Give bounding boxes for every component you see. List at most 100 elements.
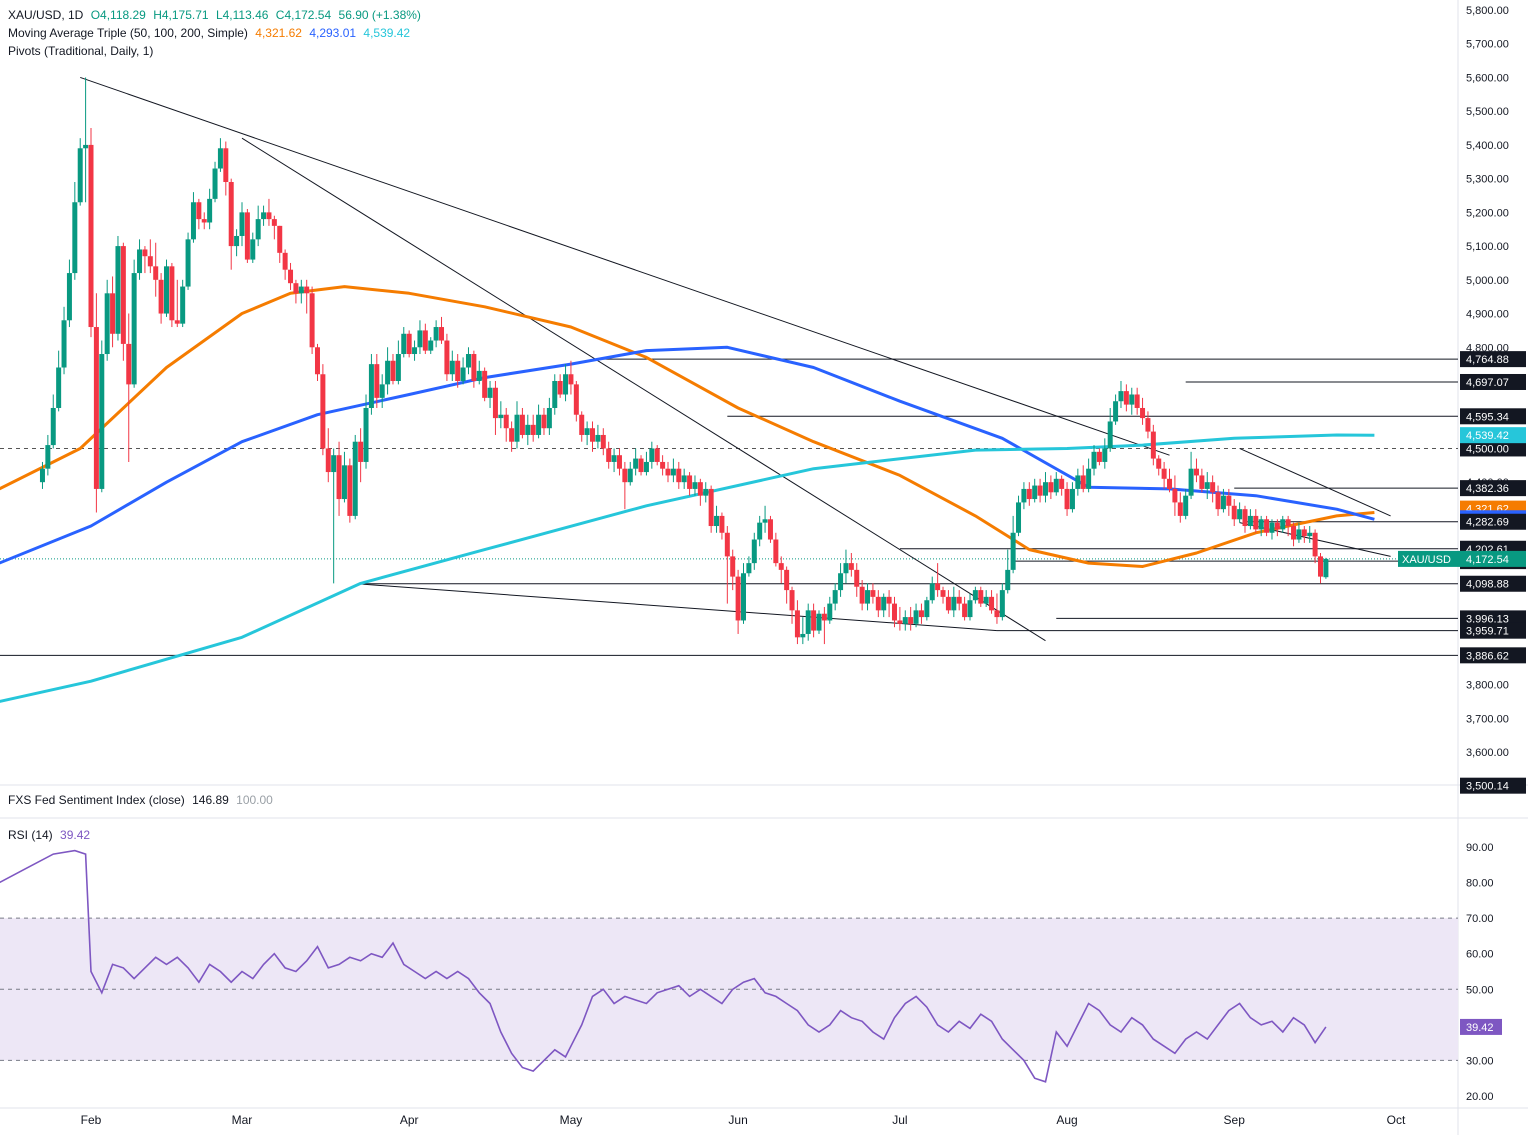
candle-body xyxy=(449,360,455,375)
trendline xyxy=(1239,447,1391,517)
candle-body xyxy=(401,333,407,355)
candle-body xyxy=(854,569,860,587)
candle-body xyxy=(271,219,277,226)
price-level-tag-label: 3,959.71 xyxy=(1466,626,1509,638)
price-axis-tick: 4,900.00 xyxy=(1466,309,1509,321)
candle-body xyxy=(962,603,968,618)
time-axis-tick: May xyxy=(560,1113,583,1127)
candle-body xyxy=(848,563,854,570)
time-axis-tick: Feb xyxy=(81,1113,102,1127)
candle-body xyxy=(465,354,471,368)
time-axis-tick: Aug xyxy=(1056,1113,1077,1127)
candle-body xyxy=(1258,519,1264,530)
candle-body xyxy=(967,600,973,618)
candle-body xyxy=(1134,394,1140,408)
candle-body xyxy=(293,283,299,294)
candle-body xyxy=(1080,475,1086,489)
rsi-header: RSI (14) 39.42 xyxy=(8,828,94,842)
time-axis-tick: Jun xyxy=(728,1113,747,1127)
rsi-line xyxy=(0,849,1327,1083)
price-level-tag-label: 4,500.00 xyxy=(1466,443,1509,455)
candle-body xyxy=(120,246,126,344)
candle-body xyxy=(487,387,493,398)
candle-body xyxy=(1215,492,1221,510)
candle-body xyxy=(714,515,720,527)
candle-body xyxy=(1210,482,1216,493)
candle-body xyxy=(358,441,364,462)
candle-body xyxy=(309,293,315,348)
candle-body xyxy=(455,360,461,381)
candle-body xyxy=(838,573,844,591)
close-value: C4,172.54 xyxy=(275,8,332,22)
candle-body xyxy=(913,610,919,624)
moving-average-ma200 xyxy=(0,433,1375,703)
candle-body xyxy=(924,600,930,618)
candle-body xyxy=(39,468,45,483)
candle-body xyxy=(918,610,924,618)
candle-body xyxy=(1042,482,1048,496)
candle-body xyxy=(897,620,903,624)
candle-body xyxy=(1016,502,1022,533)
candle-body xyxy=(546,407,552,429)
candle-body xyxy=(724,532,730,557)
candle-body xyxy=(169,266,175,321)
candle-body xyxy=(331,455,337,473)
candle-body xyxy=(514,414,520,442)
price-axis-tick: 5,500.00 xyxy=(1466,106,1509,118)
price-level-tag xyxy=(1460,440,1526,457)
candle-body xyxy=(681,475,687,483)
candle-body xyxy=(800,633,806,638)
candle-body xyxy=(471,354,477,381)
rsi-axis-tick: 80.00 xyxy=(1466,878,1494,890)
candle-body xyxy=(439,327,445,341)
candle-body xyxy=(983,596,989,604)
candle-body xyxy=(676,468,682,483)
candle-body xyxy=(72,202,78,274)
candle-body xyxy=(633,458,639,469)
last-price-tag-label: 4,172.54 xyxy=(1466,554,1509,566)
candle-body xyxy=(1059,478,1065,489)
candle-body xyxy=(536,414,542,435)
candle-body xyxy=(1123,391,1129,405)
ma100-value: 4,293.01 xyxy=(309,26,357,40)
candle-body xyxy=(147,256,153,267)
candle-body xyxy=(428,340,434,351)
candle-body xyxy=(902,617,908,624)
candle-body xyxy=(1048,482,1054,493)
candle-body xyxy=(579,414,585,435)
candle-body xyxy=(956,596,962,604)
candle-body xyxy=(88,144,94,328)
rsi-value: 39.42 xyxy=(60,828,91,842)
candle-body xyxy=(1129,394,1135,405)
price-level-tag xyxy=(1460,408,1526,425)
candle-body xyxy=(325,448,331,473)
open-value: O4,118.29 xyxy=(90,8,146,22)
candle-body xyxy=(1274,522,1280,530)
candle-body xyxy=(1188,468,1194,496)
candle-body xyxy=(735,576,741,621)
candle-body xyxy=(1150,431,1156,459)
candle-body xyxy=(1285,519,1291,527)
candle-body xyxy=(557,381,563,395)
price-axis-tick: 3,600.00 xyxy=(1466,747,1509,759)
candle-body xyxy=(1037,485,1043,496)
candle-body xyxy=(1296,529,1302,540)
candle-body xyxy=(444,340,450,375)
candle-body xyxy=(320,374,326,449)
candle-body xyxy=(573,384,579,415)
candle-body xyxy=(336,455,342,500)
symbol-label: XAU/USD, 1D xyxy=(8,8,84,22)
price-axis-tick: 3,800.00 xyxy=(1466,680,1509,692)
ma50-value: 4,321.62 xyxy=(255,26,302,40)
candle-body xyxy=(687,475,693,489)
candle-body xyxy=(1183,495,1189,516)
candle-body xyxy=(314,347,320,375)
candle-body xyxy=(498,414,504,419)
candle-body xyxy=(1318,556,1324,577)
candle-body xyxy=(282,252,288,270)
candle-body xyxy=(137,249,143,274)
symbol-tag-label: XAU/USD xyxy=(1402,554,1451,566)
candle-body xyxy=(751,539,757,564)
candle-body xyxy=(352,441,358,516)
